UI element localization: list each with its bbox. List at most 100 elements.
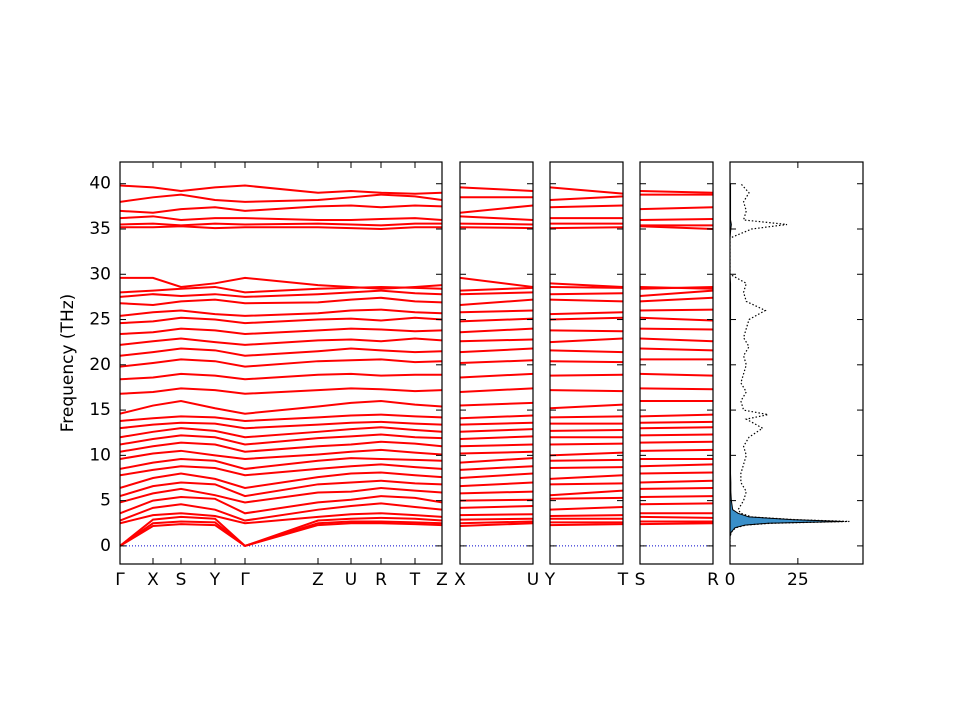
- band-line: [460, 443, 533, 448]
- band-line: [550, 298, 623, 303]
- band-line: [460, 498, 533, 502]
- band-line: [120, 471, 442, 489]
- band-line: [640, 440, 713, 444]
- band-line: [460, 286, 533, 292]
- band-line: [640, 327, 713, 331]
- band-line: [120, 327, 442, 336]
- x-tick-label: Z: [312, 570, 324, 590]
- band-line: [640, 479, 713, 484]
- band-line: [120, 387, 442, 395]
- band-line: [460, 215, 533, 221]
- band-line: [550, 389, 623, 393]
- band-line: [120, 296, 442, 307]
- band-line: [550, 292, 623, 296]
- y-tick-label: 30: [89, 264, 111, 284]
- dos-curve: [730, 183, 850, 546]
- band-line: [550, 403, 623, 410]
- band-line: [460, 204, 533, 214]
- band-line: [460, 226, 533, 230]
- band-line: [550, 429, 623, 432]
- axes-frame: [549, 161, 624, 565]
- band-line: [460, 372, 533, 379]
- band-line: [550, 373, 623, 377]
- band-line: [550, 337, 623, 344]
- band-line: [120, 222, 442, 227]
- band-line: [460, 522, 533, 527]
- band-line: [640, 471, 713, 475]
- band-line: [550, 458, 623, 462]
- y-tick-label: 5: [100, 491, 111, 511]
- y-tick-label: 10: [89, 445, 111, 465]
- y-tick-label: 0: [100, 536, 111, 556]
- band-line: [460, 309, 533, 314]
- band-line: [120, 457, 442, 470]
- band-line: [640, 189, 713, 194]
- band-line: [550, 474, 623, 480]
- plot-area: [640, 189, 713, 547]
- band-line: [640, 206, 713, 211]
- band-line: [640, 426, 713, 430]
- band-line: [120, 448, 442, 460]
- band-line: [550, 514, 623, 518]
- band-line: [460, 327, 533, 334]
- band-line: [550, 523, 623, 527]
- band-line: [550, 482, 623, 486]
- band-line: [460, 450, 533, 455]
- band-line: [640, 337, 713, 343]
- x-tick-label: R: [707, 570, 719, 590]
- x-tick-label: R: [375, 570, 387, 590]
- band-line: [460, 347, 533, 354]
- band-line: [460, 291, 533, 296]
- band-line: [550, 489, 623, 497]
- band-line: [460, 505, 533, 509]
- x-tick-label: U: [527, 570, 539, 590]
- band-line: [120, 512, 442, 525]
- band-line: [460, 472, 533, 479]
- band-line: [640, 308, 713, 312]
- x-tick-label: S: [176, 570, 187, 590]
- band-line: [460, 186, 533, 192]
- band-line: [460, 465, 533, 471]
- band-line: [640, 433, 713, 437]
- band-line: [460, 222, 533, 226]
- y-tick-label: 15: [89, 400, 111, 420]
- band-line: [550, 360, 623, 364]
- band-line: [120, 358, 442, 368]
- band-line: [120, 433, 442, 446]
- band-line: [120, 463, 442, 477]
- band-line: [640, 218, 713, 221]
- band-line: [120, 520, 442, 548]
- band-line: [640, 522, 713, 526]
- band-line: [460, 435, 533, 441]
- y-tick-label: 20: [89, 355, 111, 375]
- band-line: [640, 347, 713, 352]
- band-line: [120, 400, 442, 415]
- band-line: [120, 193, 442, 203]
- band-line: [640, 463, 713, 468]
- band-line: [550, 311, 623, 316]
- band-line: [460, 298, 533, 307]
- band-line: [640, 448, 713, 452]
- plot-area: [120, 184, 442, 548]
- band-line: [460, 457, 533, 464]
- band-line: [550, 285, 623, 289]
- band-line: [550, 349, 623, 354]
- band-line: [550, 329, 623, 333]
- band-line: [120, 515, 442, 548]
- band-line: [550, 282, 623, 288]
- band-line: [460, 359, 533, 364]
- band-line: [460, 513, 533, 517]
- plot-area: [460, 186, 533, 547]
- x-tick-label: T: [409, 570, 421, 590]
- band-line: [460, 490, 533, 495]
- band-line: [120, 289, 442, 298]
- band-line: [460, 428, 533, 433]
- x-tick-label: 25: [787, 570, 809, 590]
- band-line: [640, 502, 713, 506]
- band-line: [640, 420, 713, 424]
- axes-frame: [729, 161, 864, 565]
- band-line: [550, 496, 623, 500]
- y-tick-label: 35: [89, 219, 111, 239]
- axes-frame: [459, 161, 534, 565]
- x-tick-label: S: [635, 570, 646, 590]
